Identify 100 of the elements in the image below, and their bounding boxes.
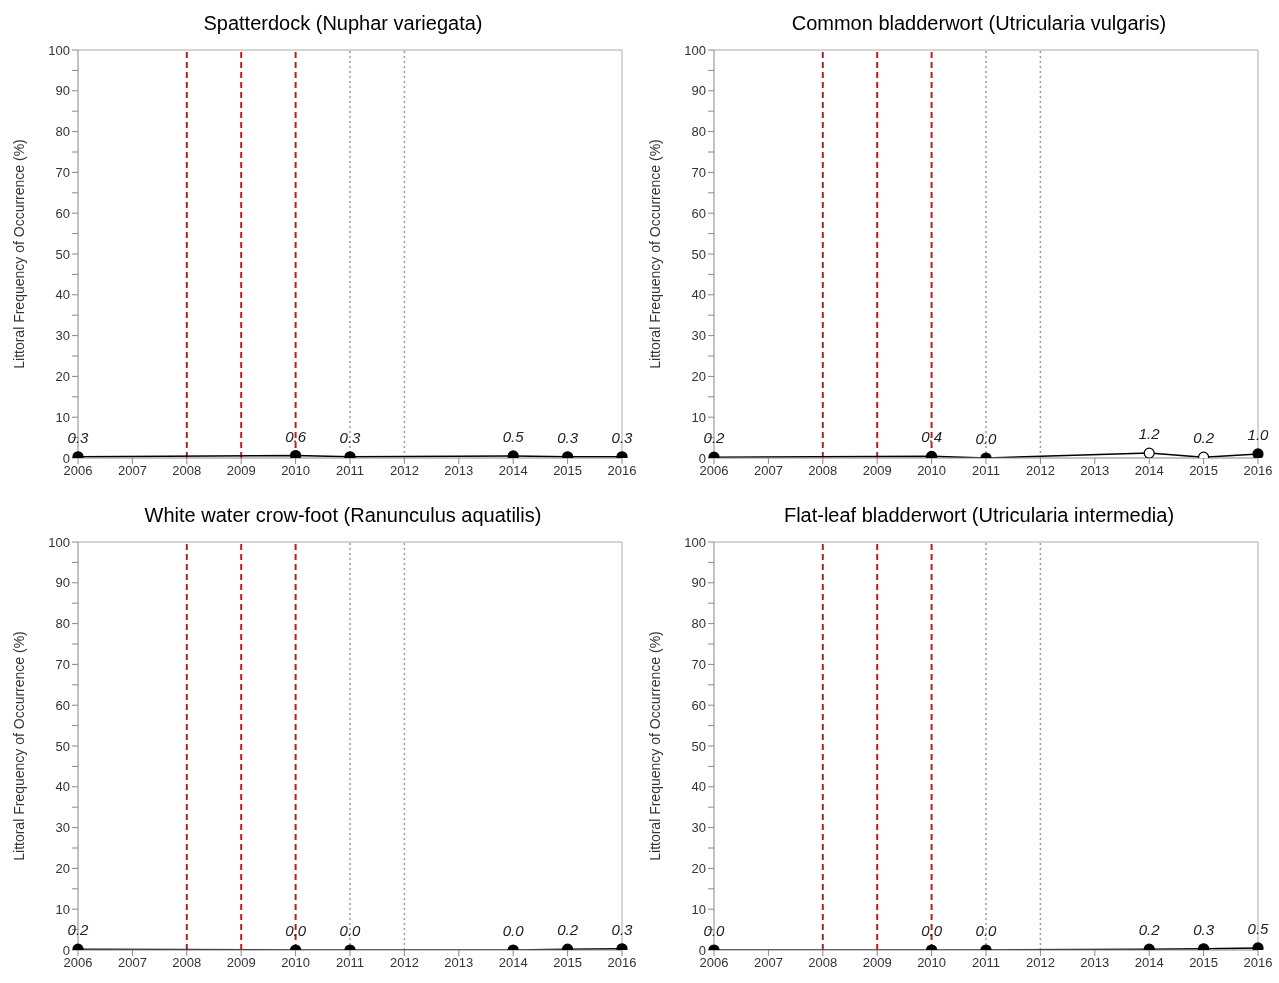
x-tick-label: 2016 — [1243, 463, 1273, 479]
x-tick-label: 2015 — [553, 463, 583, 479]
y-tick-label: 10 — [55, 409, 70, 425]
x-tick-label: 2008 — [808, 955, 838, 971]
x-tick-label: 2007 — [117, 463, 147, 479]
y-tick-label: 100 — [684, 42, 706, 58]
data-label: 0.0 — [703, 922, 726, 939]
x-tick-label: 2015 — [553, 955, 583, 971]
data-label: 0.2 — [1193, 429, 1215, 447]
y-tick-label: 20 — [691, 369, 706, 385]
x-tick-label: 2016 — [607, 463, 637, 479]
data-label: 0.3 — [611, 428, 634, 446]
data-label: 1.2 — [1138, 425, 1161, 443]
x-tick-label: 2013 — [444, 955, 474, 971]
x-tick-label: 2008 — [172, 955, 202, 971]
x-tick-label: 2007 — [753, 463, 783, 479]
y-tick-label: 60 — [691, 205, 706, 221]
y-tick-label: 90 — [691, 83, 706, 99]
data-label: 0.0 — [502, 922, 525, 939]
x-tick-label: 2012 — [389, 955, 419, 971]
x-tick-label: 2006 — [699, 955, 729, 971]
x-tick-label: 2010 — [917, 955, 947, 971]
x-tick-label: 2014 — [1134, 463, 1164, 479]
data-label: 0.2 — [557, 921, 579, 939]
y-tick-label: 70 — [691, 165, 706, 181]
x-tick-label: 2013 — [1080, 955, 1110, 971]
x-tick-label: 2014 — [498, 463, 528, 479]
data-label: 0.5 — [502, 427, 525, 445]
chart-title: White water crow-foot (Ranunculus aquatilis) — [143, 503, 543, 528]
data-label: 0.2 — [1138, 921, 1161, 939]
x-tick-label: 2011 — [972, 955, 1000, 971]
x-tick-label: 2016 — [1243, 955, 1273, 971]
y-tick-label: 10 — [691, 409, 706, 425]
y-tick-label: 100 — [48, 534, 70, 550]
y-tick-label: 20 — [55, 861, 70, 877]
y-tick-label: 30 — [55, 820, 70, 836]
y-tick-label: 40 — [55, 287, 70, 303]
y-tick-label: 50 — [691, 738, 706, 754]
data-label: 0.3 — [339, 428, 362, 446]
x-tick-label: 2009 — [862, 463, 892, 479]
y-tick-label: 40 — [55, 779, 70, 795]
y-tick-label: 0 — [62, 450, 70, 466]
y-tick-label: 90 — [55, 83, 70, 99]
y-axis-title: Littoral Frequency of Occurrence (%) — [10, 631, 27, 861]
y-tick-label: 100 — [684, 534, 706, 550]
x-tick-label: 2007 — [753, 955, 783, 971]
y-tick-label: 20 — [691, 861, 706, 877]
chart-title: Flat-leaf bladderwort (Utricularia intermedia) — [782, 503, 1176, 528]
y-tick-label: 100 — [48, 42, 70, 58]
x-tick-label: 2008 — [808, 463, 838, 479]
x-tick-label: 2012 — [1025, 955, 1055, 971]
y-tick-label: 30 — [691, 820, 706, 836]
x-tick-label: 2010 — [917, 463, 947, 479]
chart-title: Common bladderwort (Utricularia vulgaris) — [790, 11, 1168, 36]
x-tick-label: 2011 — [336, 463, 364, 479]
x-tick-label: 2009 — [862, 955, 892, 971]
x-tick-label: 2015 — [1189, 955, 1219, 971]
x-tick-label: 2011 — [336, 955, 364, 971]
y-tick-label: 80 — [55, 124, 70, 140]
data-label: 0.3 — [1193, 920, 1215, 938]
data-label: 0.3 — [67, 428, 90, 446]
y-axis-title: Littoral Frequency of Occurrence (%) — [646, 631, 663, 861]
x-tick-label: 2008 — [172, 463, 202, 479]
y-tick-label: 80 — [55, 616, 70, 632]
data-label: 0.6 — [285, 427, 307, 445]
y-axis-title: Littoral Frequency of Occurrence (%) — [10, 139, 27, 369]
y-tick-label: 40 — [691, 287, 706, 303]
x-tick-label: 2014 — [1134, 955, 1164, 971]
x-tick-label: 2014 — [498, 955, 528, 971]
y-tick-label: 90 — [55, 575, 70, 591]
y-axis-title: Littoral Frequency of Occurrence (%) — [646, 139, 663, 369]
data-label: 0.5 — [1247, 919, 1270, 937]
y-tick-label: 80 — [691, 616, 706, 632]
y-tick-label: 50 — [691, 246, 706, 262]
x-tick-label: 2007 — [117, 955, 147, 971]
data-label: 0.3 — [611, 920, 634, 938]
x-tick-label: 2009 — [226, 955, 256, 971]
y-tick-label: 60 — [55, 697, 70, 713]
x-tick-label: 2013 — [444, 463, 474, 479]
y-tick-label: 70 — [691, 657, 706, 673]
y-tick-label: 60 — [55, 205, 70, 221]
data-label: 0.2 — [703, 429, 726, 447]
y-tick-label: 0 — [698, 942, 706, 958]
x-tick-label: 2010 — [281, 955, 311, 971]
data-label: 0.0 — [975, 430, 998, 447]
x-tick-label: 2016 — [607, 955, 637, 971]
y-tick-label: 70 — [55, 657, 70, 673]
x-tick-label: 2013 — [1080, 463, 1110, 479]
y-tick-label: 0 — [62, 942, 70, 958]
y-tick-label: 30 — [691, 328, 706, 344]
y-tick-label: 60 — [691, 697, 706, 713]
data-label: 1.0 — [1247, 425, 1270, 443]
y-tick-label: 70 — [55, 165, 70, 181]
y-tick-label: 0 — [698, 450, 706, 466]
y-tick-label: 10 — [691, 901, 706, 917]
data-label: 0.3 — [557, 428, 579, 446]
y-tick-label: 90 — [691, 575, 706, 591]
data-label: 0.0 — [975, 922, 998, 939]
x-tick-label: 2010 — [281, 463, 311, 479]
x-tick-label: 2012 — [1025, 463, 1055, 479]
